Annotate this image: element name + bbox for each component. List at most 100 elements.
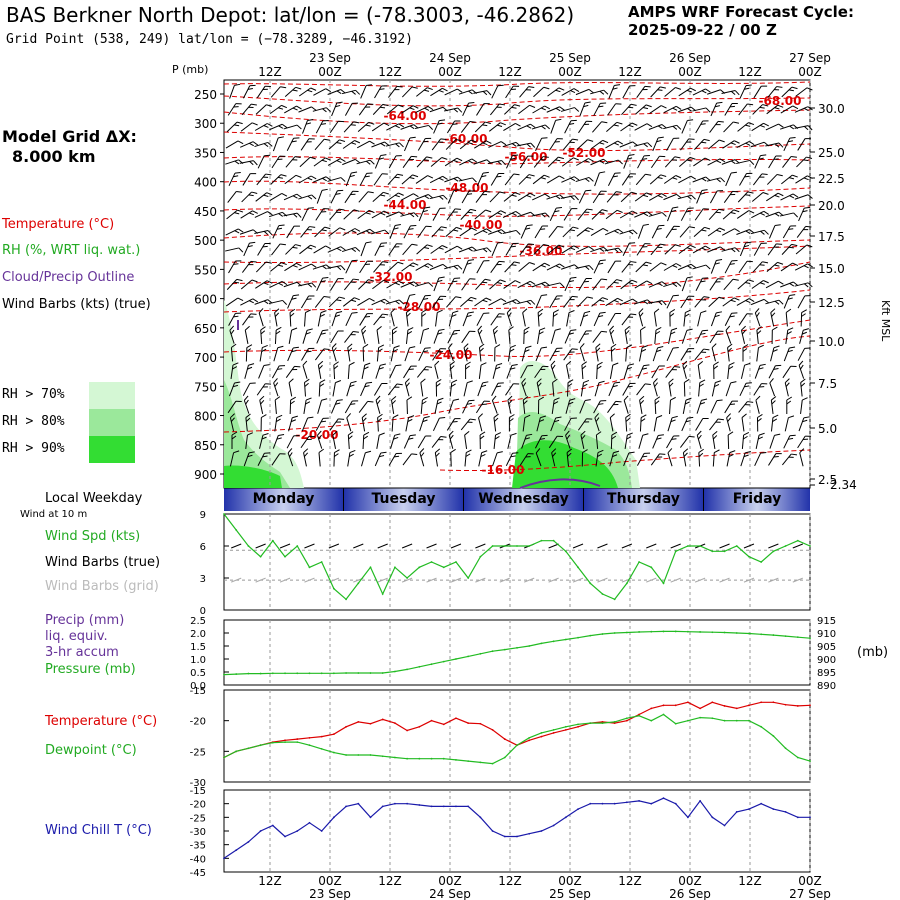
wind-barb bbox=[534, 434, 548, 449]
wind-barb-flag bbox=[555, 195, 561, 200]
wind-barb-staff bbox=[331, 312, 337, 327]
wind-chill-line-point bbox=[455, 805, 457, 808]
wind-barb-flag bbox=[525, 456, 531, 458]
wind-barb bbox=[330, 278, 344, 291]
wind-barb bbox=[372, 191, 389, 203]
wind-barb-staff bbox=[460, 296, 472, 308]
wind-barb-flag bbox=[364, 385, 370, 388]
wind-barb-staff bbox=[286, 225, 295, 239]
bottom-hour-label: 00Z bbox=[558, 874, 582, 888]
wind-barb-flag bbox=[275, 330, 281, 335]
wind-barb-flag bbox=[337, 278, 344, 280]
wind-barb-flag bbox=[340, 89, 346, 94]
wind-barb-staff bbox=[229, 417, 235, 432]
wind-barb bbox=[506, 308, 513, 327]
wind-barb-flag bbox=[321, 211, 327, 213]
wind-barb bbox=[505, 452, 519, 467]
wind-barb-flag bbox=[599, 299, 605, 302]
dewpoint-line-point bbox=[540, 732, 543, 734]
wind-barb bbox=[435, 309, 443, 327]
wind-barb-staff bbox=[390, 312, 395, 327]
wind-barb-flag bbox=[438, 439, 444, 441]
wind-barb-staff bbox=[225, 228, 239, 236]
wind-barb-staff bbox=[458, 89, 473, 95]
wind-barb-flag bbox=[559, 106, 565, 111]
wind-barb-staff bbox=[430, 87, 443, 97]
wind-barb-staff bbox=[360, 85, 367, 99]
wind-barb-flag bbox=[339, 296, 345, 299]
wind-barb-flag bbox=[365, 450, 372, 454]
pressure-tick-label: 600 bbox=[194, 293, 217, 307]
wind-barb-flag bbox=[365, 263, 371, 265]
wind-barb-staff bbox=[405, 312, 409, 327]
wind-barb-flag bbox=[236, 278, 243, 282]
wind-barb-staff bbox=[303, 400, 307, 414]
wind-barb bbox=[503, 280, 521, 289]
wind-barb-flag bbox=[366, 84, 372, 87]
wind-barb bbox=[478, 450, 488, 467]
wind-barb bbox=[417, 366, 433, 378]
wind-barb-staff bbox=[301, 417, 309, 432]
wind-barb-staff bbox=[416, 156, 427, 168]
bottom-date-label: 25 Sep bbox=[549, 887, 591, 900]
wind-barb-flag bbox=[394, 455, 400, 458]
wind-barb-flag bbox=[325, 88, 332, 93]
dewpoint-line-point bbox=[381, 755, 384, 758]
wind-barb-flag bbox=[553, 313, 558, 317]
wind-barb-flag bbox=[482, 381, 489, 384]
wind-chill-line-point bbox=[271, 824, 274, 827]
wind-barb-staff bbox=[564, 277, 572, 292]
wind-barb bbox=[447, 277, 461, 291]
wind-barb-staff bbox=[331, 102, 338, 117]
wind-barb bbox=[560, 107, 580, 112]
wind-barb-staff bbox=[270, 86, 281, 98]
wind-barb-staff bbox=[419, 417, 425, 432]
wind-barb-staff bbox=[243, 400, 250, 414]
wind-barb-flag bbox=[234, 83, 241, 86]
wind-barb-staff bbox=[404, 382, 410, 397]
wind-barb-staff bbox=[532, 262, 545, 272]
wind-barb-staff bbox=[358, 191, 369, 203]
wind-barb-flag bbox=[278, 264, 284, 267]
wind-barb-staff bbox=[593, 312, 601, 327]
wind-barb-flag bbox=[581, 365, 587, 370]
wind-barb bbox=[256, 173, 272, 186]
wind-barb bbox=[461, 330, 476, 344]
wind-barb bbox=[522, 414, 531, 432]
wind-barb-flag bbox=[321, 398, 328, 401]
wind-barb bbox=[329, 418, 345, 431]
wind-barb-flag bbox=[361, 325, 367, 331]
wind-barb-flag bbox=[498, 313, 505, 315]
wind-barb-flag bbox=[281, 104, 288, 109]
wind-barb bbox=[561, 88, 580, 96]
wind-barb-flag bbox=[408, 368, 414, 370]
wind-barb-flag bbox=[311, 194, 317, 200]
wind-barb-flag bbox=[511, 212, 517, 216]
wind-barb bbox=[314, 348, 330, 361]
wind-barb-flag bbox=[524, 326, 530, 331]
wind-barb bbox=[549, 207, 563, 222]
wind-barb-flag bbox=[539, 437, 545, 440]
wind-barb bbox=[590, 227, 609, 237]
wind-barb-flag bbox=[495, 366, 501, 370]
wind-barb bbox=[590, 89, 609, 95]
wind-barb-staff bbox=[420, 399, 423, 415]
wind-barb-staff bbox=[506, 365, 513, 379]
wind-barb-flag bbox=[544, 105, 551, 110]
wind-barb-flag bbox=[263, 143, 269, 147]
wind-barb-flag bbox=[323, 295, 330, 298]
wind-barb-flag bbox=[278, 125, 284, 129]
wind-barb-flag bbox=[409, 282, 415, 287]
wind-barb bbox=[274, 326, 282, 345]
weekday-tuesday: Tuesday bbox=[344, 488, 464, 511]
wind-barb-flag bbox=[377, 413, 383, 418]
wind-barb-flag bbox=[479, 431, 486, 436]
wind-barb-flag bbox=[599, 259, 606, 262]
wind-barb-flag bbox=[412, 105, 419, 109]
wind-barb-flag bbox=[600, 190, 607, 192]
wind-barb bbox=[520, 224, 533, 239]
bottom-hour-label: 12Z bbox=[738, 874, 762, 888]
wind-barb bbox=[387, 85, 403, 98]
wind-barb-flag bbox=[248, 451, 255, 454]
wind-barb-staff bbox=[561, 88, 575, 96]
